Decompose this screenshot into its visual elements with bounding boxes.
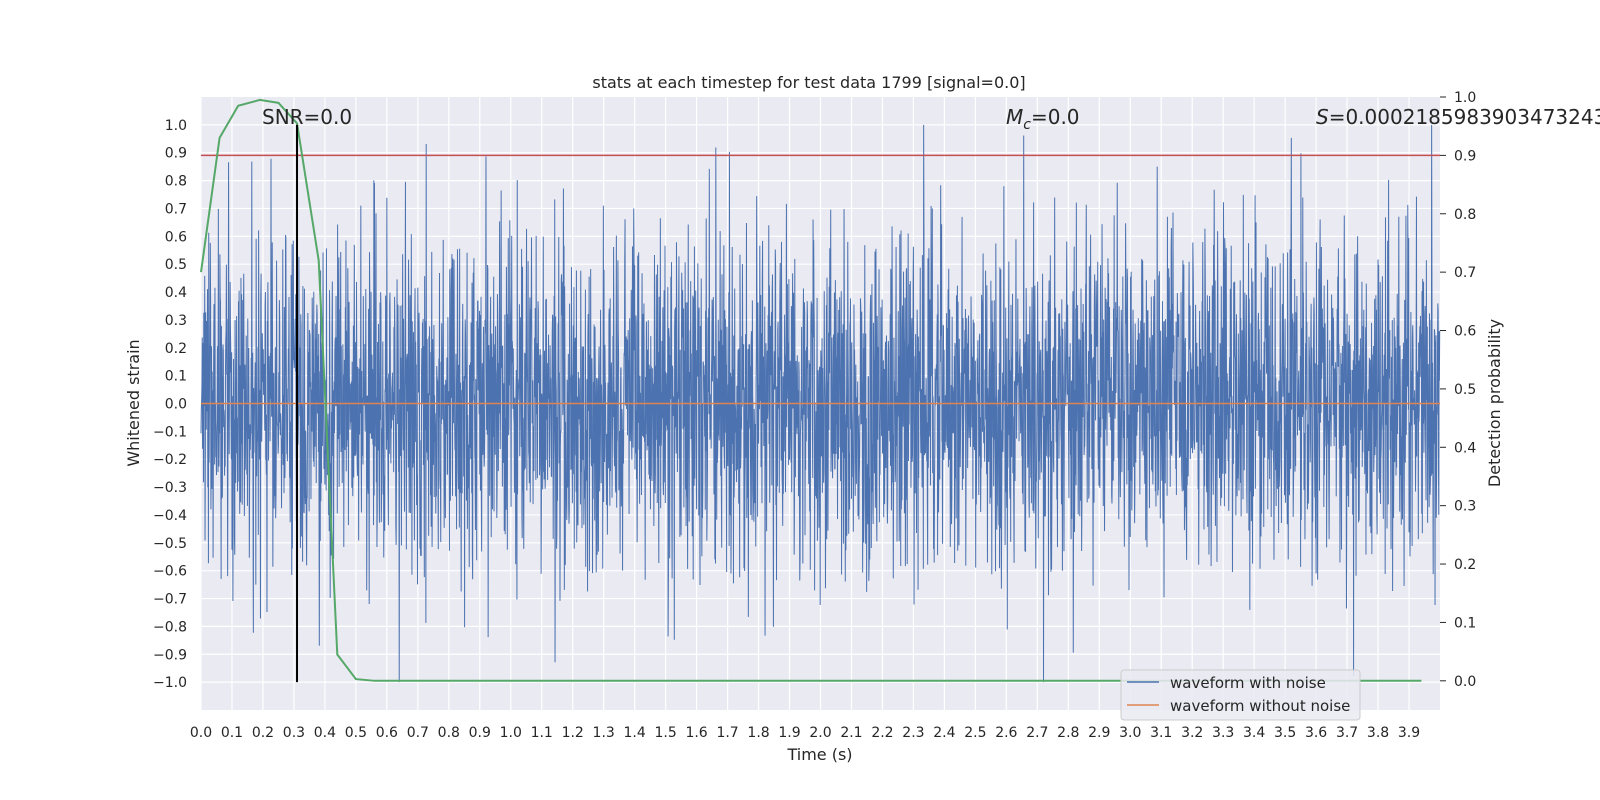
x-tick-label: 2.8 [1057, 725, 1079, 741]
y-tick-label: −0.7 [153, 592, 187, 608]
x-tick-label: 1.2 [562, 725, 584, 741]
x-tick-label: 2.6 [995, 725, 1017, 741]
x-tick-label: 0.5 [345, 725, 367, 741]
x-tick-label: 1.4 [624, 725, 646, 741]
y-tick-label: 0.5 [165, 257, 187, 273]
x-tick-label: 0.1 [221, 725, 243, 741]
y-tick-label: −0.5 [153, 536, 187, 552]
y-tick-label: −0.8 [153, 619, 187, 635]
x-tick-label: 1.1 [531, 725, 553, 741]
x-tick-label: 2.1 [840, 725, 862, 741]
y2-tick-label: 0.4 [1454, 440, 1476, 456]
y2-tick-label: 0.6 [1454, 324, 1476, 340]
y-tick-label: −0.4 [153, 508, 187, 524]
y2-tick-label: 0.9 [1454, 148, 1476, 164]
y-tick-label: 0.8 [165, 174, 187, 190]
x-tick-label: 1.3 [593, 725, 615, 741]
y2-tick-label: 0.0 [1454, 674, 1476, 690]
x-tick-label: 1.6 [685, 725, 707, 741]
x-tick-label: 3.5 [1274, 725, 1296, 741]
mc-symbol: M [1006, 105, 1023, 129]
s-symbol: S [1316, 105, 1329, 129]
x-tick-label: 0.7 [407, 725, 429, 741]
y2-tick-label: 0.3 [1454, 499, 1476, 515]
y-tick-label: 0.3 [165, 313, 187, 329]
x-tick-label: 3.2 [1181, 725, 1203, 741]
x-tick-label: 2.5 [964, 725, 986, 741]
s-value: =0.00021859839034732433 [1329, 105, 1600, 129]
y2-tick-label: 0.1 [1454, 615, 1476, 631]
x-tick-label: 1.0 [500, 725, 522, 741]
y2-tick-label: 1.0 [1454, 90, 1476, 106]
x-tick-label: 1.5 [654, 725, 676, 741]
mc-annotation: Mc=0.0 [1006, 105, 1080, 133]
legend-label-noise: waveform with noise [1170, 674, 1326, 692]
chart-title: stats at each timestep for test data 179… [592, 73, 1025, 92]
x-tick-label: 3.8 [1367, 725, 1389, 741]
y-tick-label: 0.6 [165, 229, 187, 245]
y-tick-label: 0.0 [165, 397, 187, 413]
x-tick-label: 2.9 [1088, 725, 1110, 741]
x-tick-label: 1.8 [747, 725, 769, 741]
y-tick-label: −1.0 [153, 675, 187, 691]
x-tick-label: 0.9 [469, 725, 491, 741]
x-tick-label: 2.3 [902, 725, 924, 741]
x-tick-label: 3.4 [1243, 725, 1265, 741]
x-tick-label: 3.0 [1119, 725, 1141, 741]
x-tick-label: 0.0 [190, 725, 212, 741]
y-tick-label: −0.1 [153, 424, 187, 440]
y-tick-label: −0.2 [153, 452, 187, 468]
y2-tick-label: 0.5 [1454, 382, 1476, 398]
x-tick-label: 1.9 [778, 725, 800, 741]
y-tick-labels: 1.0 0.9 0.8 0.7 0.6 0.5 0.4 0.3 0.2 0.1 0.0 −0.1 −0.… [153, 118, 187, 691]
y-tick-label: −0.9 [153, 647, 187, 663]
x-tick-label: 0.8 [438, 725, 460, 741]
x-tick-label: 3.3 [1212, 725, 1234, 741]
series-detection-probability [200, 98, 1422, 682]
x-tick-label: 2.4 [933, 725, 955, 741]
x-tick-label: 0.6 [376, 725, 398, 741]
x-tick-label: 0.2 [252, 725, 274, 741]
x-tick-label: 2.0 [809, 725, 831, 741]
legend-label-clean: waveform without noise [1170, 697, 1350, 715]
x-tick-label: 3.9 [1398, 725, 1420, 741]
y2-tick-label: 0.7 [1454, 265, 1476, 281]
y-tick-label: −0.6 [153, 564, 187, 580]
y2-tick-label: 0.2 [1454, 557, 1476, 573]
mc-subscript: c [1023, 117, 1031, 133]
noise-trace [200, 124, 1441, 683]
x-tick-label: 0.4 [314, 725, 336, 741]
x-tick-labels: 0.0 0.1 0.2 0.3 0.4 0.5 0.6 0.7 0.8 0.9 1.0 1.1 1.2 1… [190, 725, 1420, 741]
y-tick-label: 0.9 [165, 146, 187, 162]
x-tick-label: 3.1 [1150, 725, 1172, 741]
y-tick-label: 0.7 [165, 201, 187, 217]
legend-box [1120, 669, 1361, 721]
x-axis-label: Time (s) [786, 745, 852, 764]
x-tick-label: 1.7 [716, 725, 738, 741]
y-tick-label: −0.3 [153, 480, 187, 496]
y-tick-label: 0.2 [165, 341, 187, 357]
legend: waveform with noise waveform without noi… [1120, 669, 1361, 721]
s-annotation: S=0.00021859839034732433 [1316, 105, 1600, 129]
snr-annotation: SNR=0.0 [262, 105, 352, 129]
mc-value: =0.0 [1031, 105, 1080, 129]
x-tick-label: 3.7 [1336, 725, 1358, 741]
y2-axis-label: Detection probability [1485, 319, 1504, 487]
x-tick-label: 2.7 [1026, 725, 1048, 741]
x-tick-label: 3.6 [1305, 725, 1327, 741]
y-tick-label: 1.0 [165, 118, 187, 134]
x-tick-label: 0.3 [283, 725, 305, 741]
y-axis-label: Whitened strain [124, 339, 143, 466]
y-tick-label: 0.1 [165, 369, 187, 385]
series-waveform-with-noise [200, 124, 1441, 683]
y2-tick-label: 0.8 [1454, 207, 1476, 223]
y-tick-label: 0.4 [165, 285, 187, 301]
y2-tick-labels: 1.0 0.9 0.8 0.7 0.6 0.5 0.4 0.3 0.2 0.1 0.0 [1440, 90, 1476, 690]
x-tick-label: 2.2 [871, 725, 893, 741]
